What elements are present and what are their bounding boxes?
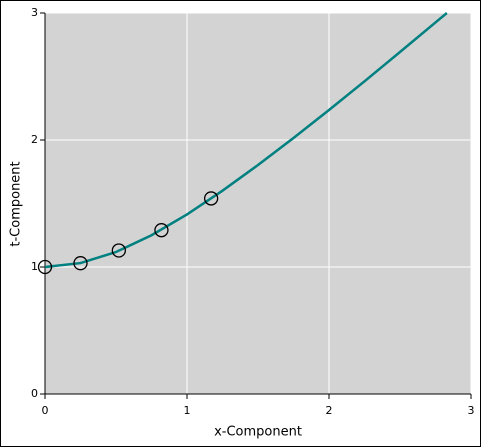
x-tick-label: 0 bbox=[42, 404, 49, 417]
point bbox=[111, 243, 126, 258]
y-tick-label: 3 bbox=[31, 6, 38, 19]
y-tick-label: 1 bbox=[31, 260, 38, 273]
curve bbox=[44, 12, 448, 269]
plot-area bbox=[45, 13, 471, 394]
y-axis-label: t-Component bbox=[9, 161, 24, 246]
point bbox=[37, 259, 53, 275]
point bbox=[73, 256, 88, 271]
x-tick-label: 3 bbox=[468, 404, 475, 417]
point bbox=[154, 223, 169, 238]
y-tick-label: 0 bbox=[31, 387, 38, 400]
y-tick-label: 2 bbox=[31, 133, 38, 146]
x-tick-label: 2 bbox=[326, 404, 333, 417]
x-tick-label: 1 bbox=[184, 404, 191, 417]
x-axis-label: x-Component bbox=[214, 425, 302, 440]
point bbox=[203, 191, 219, 206]
